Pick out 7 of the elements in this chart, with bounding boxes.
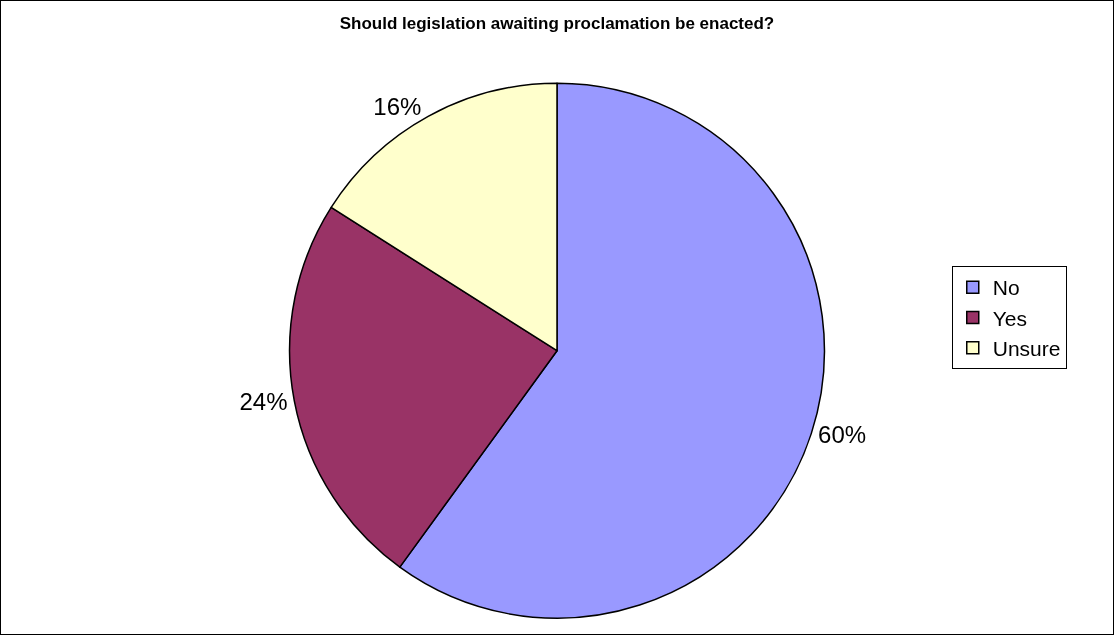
legend-label: Unsure: [992, 336, 1061, 360]
data-label: 24%: [239, 387, 288, 415]
chart-title: Should legislation awaiting proclamation be enacted?: [339, 13, 775, 33]
legend-label: Yes: [992, 306, 1028, 330]
data-label: 16%: [373, 92, 422, 120]
data-label: 60%: [818, 421, 867, 449]
legend-label: No: [992, 276, 1020, 300]
